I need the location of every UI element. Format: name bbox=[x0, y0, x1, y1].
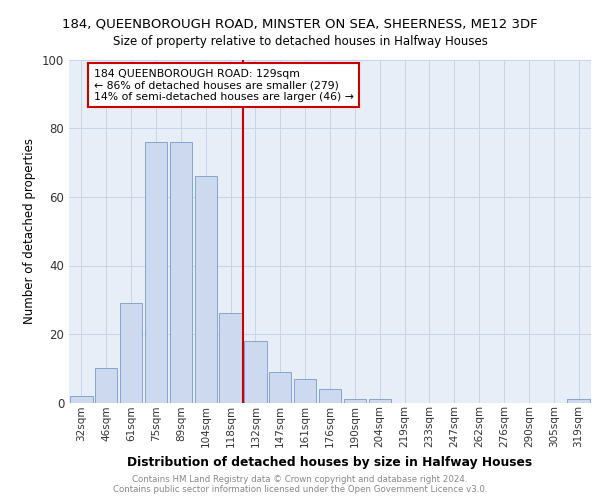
Bar bbox=[368, 399, 391, 402]
Bar bbox=[344, 399, 366, 402]
Text: Contains public sector information licensed under the Open Government Licence v3: Contains public sector information licen… bbox=[113, 485, 487, 494]
Text: 184 QUEENBOROUGH ROAD: 129sqm
← 86% of detached houses are smaller (279)
14% of : 184 QUEENBOROUGH ROAD: 129sqm ← 86% of d… bbox=[94, 68, 354, 102]
Bar bbox=[269, 372, 292, 402]
Bar bbox=[120, 303, 142, 402]
Bar bbox=[170, 142, 192, 403]
Bar bbox=[194, 176, 217, 402]
Text: Contains HM Land Registry data © Crown copyright and database right 2024.: Contains HM Land Registry data © Crown c… bbox=[132, 475, 468, 484]
Bar bbox=[145, 142, 167, 403]
Bar bbox=[244, 341, 266, 402]
Bar bbox=[220, 314, 242, 402]
Bar bbox=[319, 389, 341, 402]
Text: Size of property relative to detached houses in Halfway Houses: Size of property relative to detached ho… bbox=[113, 35, 487, 48]
Bar bbox=[95, 368, 118, 402]
X-axis label: Distribution of detached houses by size in Halfway Houses: Distribution of detached houses by size … bbox=[127, 456, 533, 468]
Bar bbox=[70, 396, 92, 402]
Text: 184, QUEENBOROUGH ROAD, MINSTER ON SEA, SHEERNESS, ME12 3DF: 184, QUEENBOROUGH ROAD, MINSTER ON SEA, … bbox=[62, 18, 538, 30]
Bar bbox=[568, 399, 590, 402]
Bar bbox=[294, 378, 316, 402]
Y-axis label: Number of detached properties: Number of detached properties bbox=[23, 138, 37, 324]
